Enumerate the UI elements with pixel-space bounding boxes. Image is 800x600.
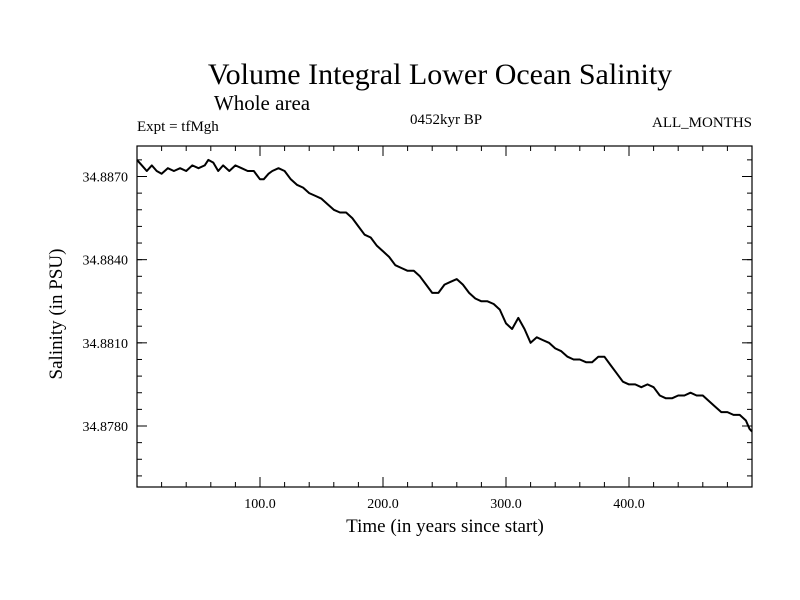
x-axis-label: Time (in years since start): [346, 516, 544, 537]
y-tick-label: 34.8870: [83, 170, 129, 185]
x-tick-label: 200.0: [367, 497, 399, 512]
months-label: ALL_MONTHS: [652, 115, 752, 131]
y-tick-label: 34.8780: [83, 420, 129, 435]
axis-ticks: [137, 146, 752, 487]
epoch-label: 0452kyr BP: [410, 112, 482, 128]
chart-title: Volume Integral Lower Ocean Salinity: [208, 58, 672, 91]
experiment-label: Expt = tfMgh: [137, 119, 219, 135]
x-tick-label: 100.0: [244, 497, 276, 512]
plot-frame: [136, 145, 753, 488]
chart-subtitle: Whole area: [214, 91, 311, 115]
x-tick-label: 400.0: [613, 497, 645, 512]
y-tick-label: 34.8810: [83, 337, 129, 352]
axis-tick-labels: 100.0 200.0 300.0 400.0 34.8870 34.8840 34.881…: [83, 170, 645, 512]
y-tick-label: 34.8840: [83, 254, 129, 269]
y-axis-label: Salinity (in PSU): [46, 249, 67, 380]
x-tick-label: 300.0: [490, 497, 522, 512]
salinity-series-line: [136, 158, 753, 433]
